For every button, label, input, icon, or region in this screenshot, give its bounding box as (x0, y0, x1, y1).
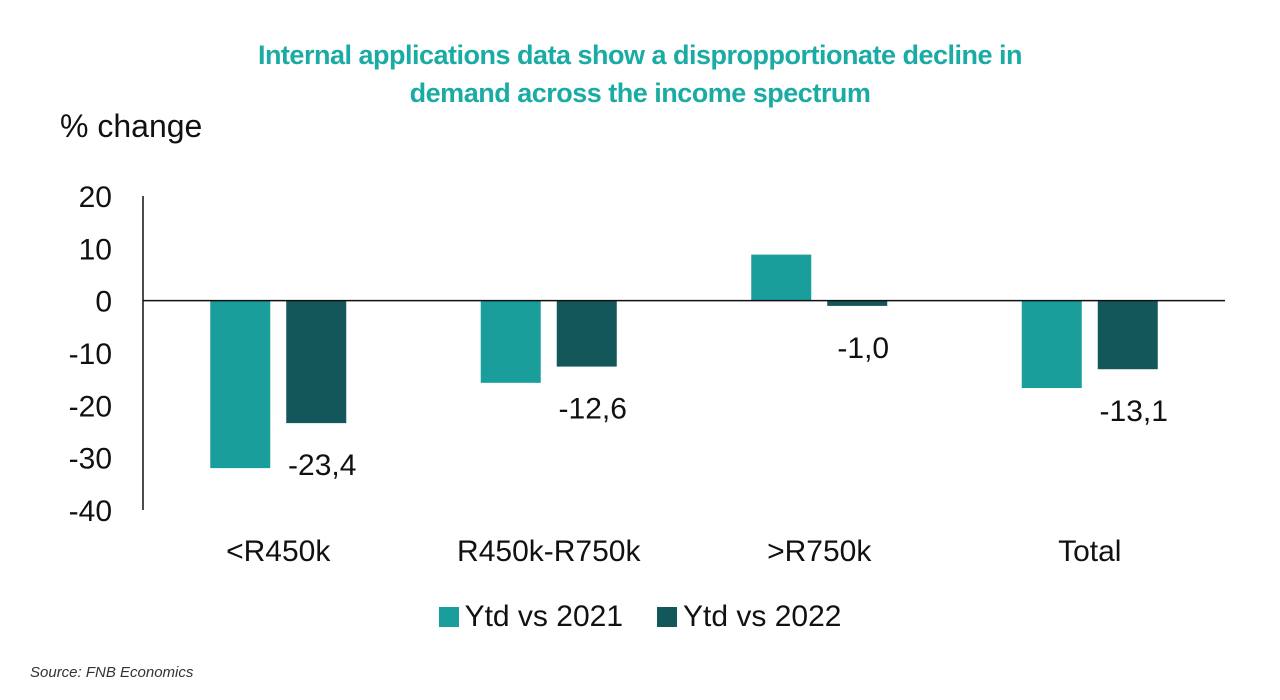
y-tick-label: -10 (69, 338, 112, 371)
data-label: -23,4 (288, 449, 356, 482)
legend-label-series-1: Ytd vs 2021 (464, 600, 623, 633)
y-tick-label: 10 (79, 233, 112, 266)
legend-label-series-2: Ytd vs 2022 (683, 600, 842, 633)
data-label: -12,6 (559, 393, 627, 426)
chart-title-line-1: Internal applications data show a dispro… (257, 40, 1023, 70)
legend-item-series-2: Ytd vs 2022 (657, 600, 841, 634)
bar-1-0 (210, 300, 271, 469)
legend-item-series-1: Ytd vs 2021 (438, 600, 623, 634)
y-tick-label: -20 (69, 390, 112, 423)
bar-2-0 (286, 300, 347, 424)
y-tick-label: -30 (69, 443, 112, 476)
x-tick-label: R450k-R750k (457, 535, 641, 568)
source-note: Source: FNB Economics (30, 664, 194, 681)
chart-title: Internal applications data show a dispro… (0, 36, 1280, 112)
y-tick-label: 0 (95, 286, 112, 319)
bar-1-3 (1021, 300, 1082, 389)
chart-title-line-2: demand across the income spectrum (409, 78, 871, 108)
legend: Ytd vs 2021 Ytd vs 2022 (0, 600, 1280, 634)
y-tick-label: 20 (79, 181, 112, 214)
legend-swatch-series-2 (657, 607, 677, 627)
x-tick-label: Total (1058, 535, 1121, 568)
bar-2-3 (1097, 300, 1158, 370)
x-tick-label: >R750k (767, 535, 872, 568)
bar-2-2 (827, 300, 888, 306)
bar-1-2 (751, 254, 812, 301)
bar-2-1 (556, 300, 617, 367)
bar-1-1 (480, 300, 541, 383)
data-label: -1,0 (837, 332, 889, 365)
y-tick-label: -40 (69, 495, 112, 528)
y-axis-label: % change (60, 108, 203, 144)
x-tick-label: <R450k (226, 535, 331, 568)
data-label: -13,1 (1100, 395, 1168, 428)
legend-swatch-series-1 (438, 607, 459, 627)
